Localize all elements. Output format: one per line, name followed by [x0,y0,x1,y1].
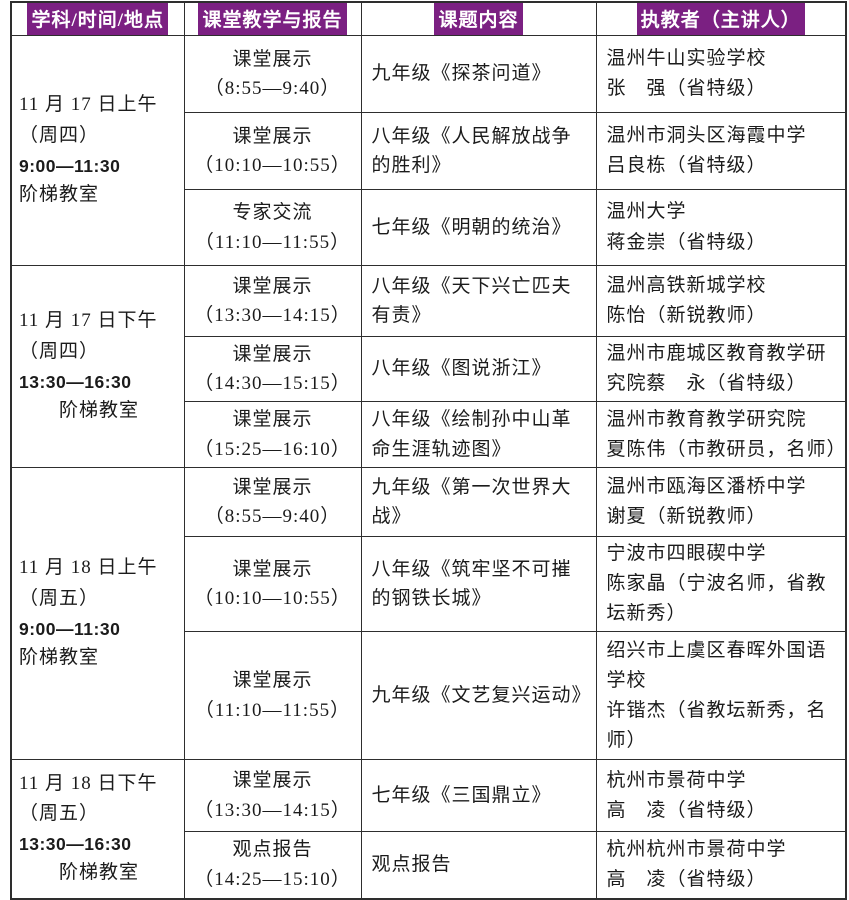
teacher-cell: 温州市洞头区海霞中学 吕良栋（省特级） [595,112,847,190]
teacher-cell: 温州市教育教学研究院 夏陈伟（市教研员，名师） [595,401,847,469]
teacher-cell: 温州市鹿城区教育教学研究院蔡 永（省特级） [595,335,847,403]
activity-time: （8:55—9:40） [204,78,341,99]
session-weekday: （周四） [19,124,100,146]
topic-cell: 九年级《文艺复兴运动》 [360,631,597,761]
activity-time: （10:10—10:55） [194,155,351,176]
session-date: 11 月 17 日上午 [19,94,158,116]
session-date: 11 月 17 日下午 [19,310,158,332]
table-row: 观点报告 （14:25—15:10） 观点报告 杭州杭州市景荷中学 高 凌（省特… [11,831,847,900]
activity-type: 课堂展示 [232,670,313,692]
session-date: 11 月 18 日下午 [19,772,158,794]
table-row: 11 月 17 日下午 （周四） 13:30—16:30 阶梯教室 课堂展示 （… [10,264,847,469]
topic-cell: 八年级《人民解放战争的胜利》 [360,112,597,190]
activity-type: 课堂展示 [232,343,313,365]
activity-cell: 课堂展示 （13:30—14:15） [183,265,362,337]
session-room: 阶梯教室 [19,400,140,422]
activity-cell: 课堂展示 （13:30—14:15） [183,759,362,833]
activity-cell: 课堂展示 （15:25—16:10） [183,401,362,469]
activity-time: （14:30—15:15） [194,373,351,395]
header-row: 学科/时间/地点 课堂教学与报告 课题内容 执教者（主讲人） [10,1,847,36]
session-cell-nov18-pm: 11 月 18 日下午 （周五） 13:30—16:30 阶梯教室 [10,759,185,900]
header-highlight: 课堂教学与报告 [198,3,347,35]
topic-cell: 八年级《图说浙江》 [360,335,597,403]
table-row: 课堂展示 （14:30—15:15） 八年级《图说浙江》 温州市鹿城区教育教学研… [11,335,847,403]
session-time-range: 9:00—11:30 [19,618,121,639]
activity-type: 专家交流 [232,202,313,224]
activity-type: 观点报告 [232,839,313,861]
teacher-cell: 温州高铁新城学校 陈怡（新锐教师） [595,265,847,337]
activity-cell: 课堂展示 （8:55—9:40） [183,35,362,113]
activity-cell: 专家交流 （11:10—11:55） [183,189,362,266]
schedule-table: 学科/时间/地点 课堂教学与报告 课题内容 执教者（主讲人） 11 月 17 日… [10,1,847,900]
activity-time: （8:55—9:40） [204,506,341,528]
activity-type: 课堂展示 [232,48,313,70]
header-highlight: 执教者（主讲人） [636,3,805,35]
activity-cell: 课堂展示 （10:10—10:55） [183,112,362,190]
activity-time: （10:10—10:55） [194,588,351,610]
activity-time: （11:10—11:55） [194,699,351,721]
table-row: 课堂展示 （10:10—10:55） 八年级《人民解放战争的胜利》 温州市洞头区… [11,112,847,190]
session-time-range: 9:00—11:30 [19,155,121,176]
session-time-range: 13:30—16:30 [19,371,132,392]
table-row: 专家交流 （11:10—11:55） 七年级《明朝的统治》 温州大学 蒋金崇（省… [11,189,847,266]
session-room: 阶梯教室 [19,647,100,669]
header-highlight: 课题内容 [434,3,523,35]
teacher-cell: 杭州市景荷中学 高 凌（省特级） [595,759,847,833]
table-row: 11 月 18 日下午 （周五） 13:30—16:30 阶梯教室 课堂展示 （… [10,759,847,900]
topic-cell: 观点报告 [360,831,597,900]
topic-cell: 七年级《三国鼎立》 [360,759,597,833]
column-header-teaching-report: 课堂教学与报告 [183,1,362,36]
session-room: 阶梯教室 [19,184,100,206]
table-row: 11 月 18 日上午 （周五） 9:00—11:30 阶梯教室 课堂展示 （8… [10,467,847,761]
column-header-subject-time-location: 学科/时间/地点 [10,1,185,36]
table-row: 课堂展示 （10:10—10:55） 八年级《筑牢坚不可摧的钢铁长城》 宁波市四… [11,536,847,633]
activity-type: 课堂展示 [232,476,313,498]
activity-type: 课堂展示 [232,770,313,792]
teacher-cell: 温州牛山实验学校 张 强（省特级） [595,35,847,113]
teacher-cell: 绍兴市上虞区春晖外国语学校 许锴杰（省教坛新秀，名师） [595,631,847,761]
activity-time: （13:30—14:15） [194,799,351,821]
session-time-range: 13:30—16:30 [19,834,132,855]
session-date: 11 月 18 日上午 [19,557,158,579]
session-cell-nov17-pm: 11 月 17 日下午 （周四） 13:30—16:30 阶梯教室 [10,264,185,469]
topic-cell: 八年级《天下兴亡匹夫有责》 [360,265,597,337]
topic-cell: 九年级《探茶问道》 [360,35,597,113]
table-row: 11 月 17 日上午 （周四） 9:00—11:30 阶梯教室 课堂展示 （8… [10,35,847,266]
header-highlight: 学科/时间/地点 [27,3,169,35]
activity-type: 课堂展示 [232,558,313,580]
activity-cell: 观点报告 （14:25—15:10） [183,831,362,900]
teacher-cell: 温州大学 蒋金崇（省特级） [595,189,847,266]
topic-cell: 八年级《筑牢坚不可摧的钢铁长城》 [360,536,597,633]
topic-cell: 七年级《明朝的统治》 [360,189,597,266]
activity-type: 课堂展示 [232,409,313,431]
session-room: 阶梯教室 [19,862,140,884]
teacher-cell: 温州市瓯海区潘桥中学 谢夏（新锐教师） [595,467,847,538]
activity-type: 课堂展示 [232,125,313,147]
activity-cell: 课堂展示 （11:10—11:55） [183,631,362,761]
activity-cell: 课堂展示 （10:10—10:55） [183,536,362,633]
activity-time: （14:25—15:10） [194,868,351,890]
activity-time: （15:25—16:10） [194,438,351,460]
column-header-teacher-speaker: 执教者（主讲人） [595,1,847,36]
teacher-cell: 杭州杭州市景荷中学 高 凌（省特级） [595,831,847,900]
session-weekday: （周四） [19,340,100,362]
column-header-topic-content: 课题内容 [360,1,597,36]
topic-cell: 八年级《绘制孙中山革命生涯轨迹图》 [360,401,597,469]
activity-time: （11:10—11:55） [194,231,351,253]
session-cell-nov17-am: 11 月 17 日上午 （周四） 9:00—11:30 阶梯教室 [10,35,185,266]
activity-cell: 课堂展示 （8:55—9:40） [183,467,362,538]
activity-time: （13:30—14:15） [194,305,351,326]
table-row: 课堂展示 （11:10—11:55） 九年级《文艺复兴运动》 绍兴市上虞区春晖外… [11,631,847,761]
activity-type: 课堂展示 [232,275,313,297]
activity-cell: 课堂展示 （14:30—15:15） [183,335,362,403]
session-cell-nov18-am: 11 月 18 日上午 （周五） 9:00—11:30 阶梯教室 [10,467,185,761]
session-weekday: （周五） [19,588,100,609]
session-weekday: （周五） [19,803,100,825]
teacher-cell: 宁波市四眼碶中学 陈家晶（宁波名师，省教坛新秀） [595,536,847,633]
topic-cell: 九年级《第一次世界大战》 [360,467,597,538]
